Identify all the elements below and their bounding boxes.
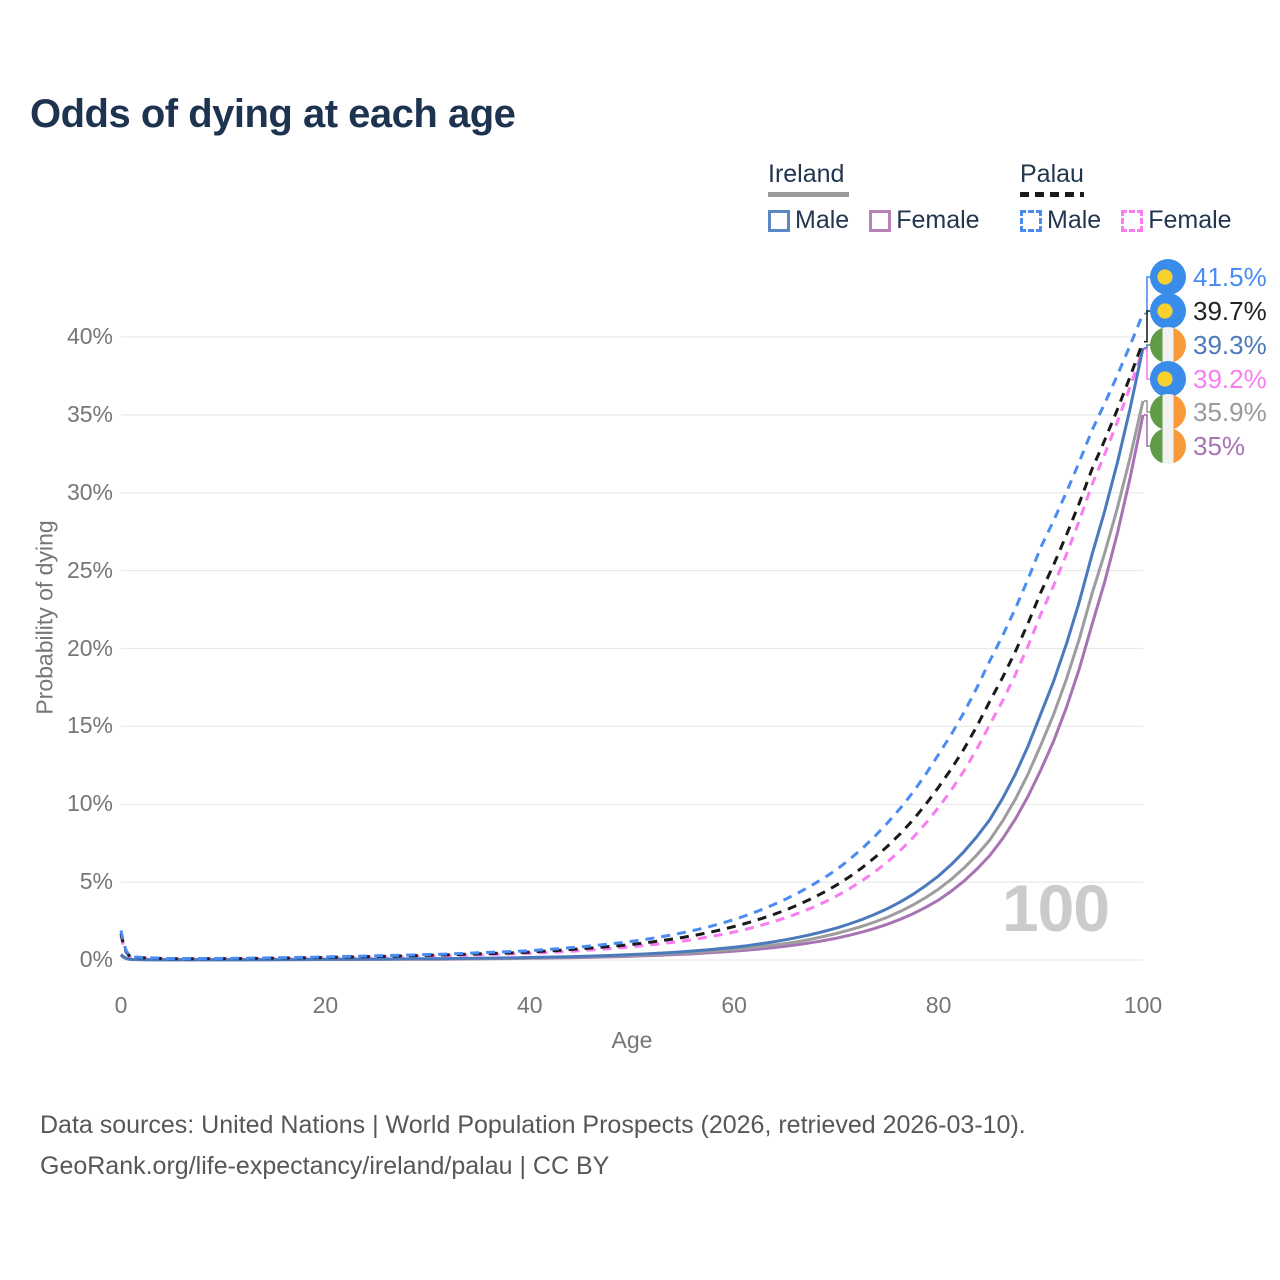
legend-underline-palau bbox=[1020, 192, 1084, 197]
legend-item-ireland-female[interactable]: Female bbox=[869, 206, 980, 235]
palau-flag-icon bbox=[1150, 361, 1186, 397]
chart-title: Odds of dying at each age bbox=[30, 92, 516, 136]
legend-item-ireland-male[interactable]: Male bbox=[768, 206, 849, 235]
end-label-value-ireland-female: 35% bbox=[1193, 430, 1246, 461]
legend-country-palau: Palau bbox=[1020, 160, 1084, 188]
end-label-palau-female: 39.2% bbox=[1150, 361, 1267, 397]
palau-flag-icon bbox=[1150, 293, 1186, 329]
y-tick-25%: 25% bbox=[66, 556, 113, 583]
footer-data-sources: Data sources: United Nations | World Pop… bbox=[40, 1111, 1026, 1139]
series-line-ireland-male[interactable] bbox=[120, 347, 1145, 962]
label-connector-ireland-male bbox=[1144, 344, 1151, 349]
end-label-value-ireland-male: 39.3% bbox=[1193, 329, 1267, 360]
label-connector-ireland-all bbox=[1144, 400, 1151, 413]
end-label-palau-male: 41.5% bbox=[1150, 259, 1267, 295]
x-axis-title: Age bbox=[611, 1027, 653, 1053]
y-tick-0%: 0% bbox=[79, 946, 113, 972]
legend-underline-ireland bbox=[768, 192, 849, 197]
legend-group-palau: Palau Male Female bbox=[1020, 160, 1232, 235]
end-label-value-ireland-all: 35.9% bbox=[1193, 396, 1267, 427]
label-connector-ireland-female bbox=[1144, 414, 1151, 447]
end-label-ireland-female: 35% bbox=[1150, 428, 1245, 464]
y-tick-5%: 5% bbox=[79, 868, 113, 895]
ireland-flag-icon bbox=[1150, 428, 1186, 464]
end-label-value-palau-female: 39.2% bbox=[1193, 363, 1267, 394]
label-connector-palau-female bbox=[1144, 348, 1151, 380]
end-label-value-palau-male: 41.5% bbox=[1193, 261, 1267, 292]
label-connector-palau-all bbox=[1144, 310, 1151, 343]
legend-label-ireland-female: Female bbox=[896, 206, 980, 234]
series-line-palau-female[interactable] bbox=[119, 349, 1145, 961]
x-tick-40: 40 bbox=[517, 992, 543, 1018]
x-tick-100: 100 bbox=[1123, 992, 1163, 1018]
palau-male-swatch-icon bbox=[1020, 209, 1042, 232]
legend-label-ireland-male: Male bbox=[795, 206, 850, 234]
end-label-palau-all: 39.7% bbox=[1150, 293, 1267, 329]
ireland-flag-icon bbox=[1150, 327, 1186, 363]
y-axis-title: Probability of dying bbox=[31, 520, 58, 715]
age-watermark: 100 bbox=[1001, 871, 1110, 945]
y-tick-15%: 15% bbox=[66, 712, 113, 739]
x-tick-80: 80 bbox=[925, 992, 952, 1018]
x-tick-0: 0 bbox=[114, 992, 128, 1018]
series-line-palau-all[interactable] bbox=[119, 341, 1145, 961]
ireland-flag-icon bbox=[1150, 394, 1186, 430]
y-tick-40%: 40% bbox=[66, 323, 113, 349]
label-connector-palau-male bbox=[1144, 276, 1151, 315]
legend-label-palau-male: Male bbox=[1047, 206, 1102, 234]
y-tick-30%: 30% bbox=[66, 478, 113, 505]
legend-item-palau-male[interactable]: Male bbox=[1020, 206, 1101, 235]
legend-country-ireland: Ireland bbox=[768, 160, 845, 188]
legend-item-palau-female[interactable]: Female bbox=[1121, 206, 1232, 235]
series-line-palau-male[interactable] bbox=[119, 313, 1145, 961]
end-label-value-palau-all: 39.7% bbox=[1193, 295, 1267, 326]
palau-female-swatch-icon bbox=[1121, 209, 1144, 232]
x-tick-20: 20 bbox=[312, 992, 339, 1018]
ireland-male-swatch-icon bbox=[768, 209, 790, 232]
end-label-ireland-male: 39.3% bbox=[1150, 327, 1267, 363]
x-tick-60: 60 bbox=[721, 992, 747, 1018]
y-tick-20%: 20% bbox=[66, 634, 113, 661]
footer: Data sources: United Nations | World Pop… bbox=[40, 1105, 1190, 1187]
y-tick-10%: 10% bbox=[66, 790, 113, 817]
end-label-ireland-all: 35.9% bbox=[1150, 394, 1267, 430]
legend-group-ireland: Ireland Male Female bbox=[768, 160, 980, 235]
y-tick-35%: 35% bbox=[66, 400, 113, 427]
ireland-female-swatch-icon bbox=[869, 209, 892, 232]
footer-attribution: GeoRank.org/life-expectancy/ireland/pala… bbox=[40, 1152, 610, 1180]
palau-flag-icon bbox=[1150, 259, 1186, 295]
legend-label-palau-female: Female bbox=[1148, 206, 1232, 234]
